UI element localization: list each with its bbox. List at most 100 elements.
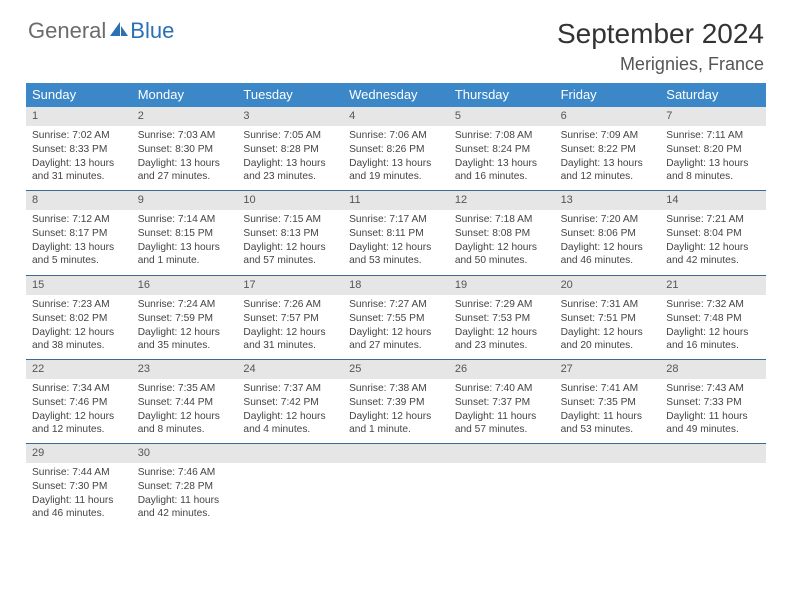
day-details: Sunrise: 7:26 AMSunset: 7:57 PMDaylight:… (237, 298, 343, 352)
daylight-line: Daylight: 12 hours and 31 minutes. (243, 326, 337, 352)
sunrise-line: Sunrise: 7:05 AM (243, 129, 337, 142)
sunrise-line: Sunrise: 7:03 AM (138, 129, 232, 142)
sunrise-line: Sunrise: 7:37 AM (243, 382, 337, 395)
daylight-line: Daylight: 12 hours and 27 minutes. (349, 326, 443, 352)
calendar-day: 11 Sunrise: 7:17 AMSunset: 8:11 PMDayligh… (343, 191, 449, 274)
sunset-line: Sunset: 7:46 PM (32, 396, 126, 409)
day-details: Sunrise: 7:14 AMSunset: 8:15 PMDaylight:… (132, 213, 238, 267)
day-details: Sunrise: 7:31 AMSunset: 7:51 PMDaylight:… (555, 298, 661, 352)
brand-word-1: General (28, 18, 106, 44)
sunset-line: Sunset: 8:04 PM (666, 227, 760, 240)
day-number: 12 (449, 191, 555, 210)
calendar-day: 30 Sunrise: 7:46 AMSunset: 7:28 PMDayligh… (132, 444, 238, 527)
sunset-line: Sunset: 7:42 PM (243, 396, 337, 409)
day-number: 22 (26, 360, 132, 379)
day-details: Sunrise: 7:08 AMSunset: 8:24 PMDaylight:… (449, 129, 555, 183)
sunset-line: Sunset: 7:51 PM (561, 312, 655, 325)
day-number: 15 (26, 276, 132, 295)
sunset-line: Sunset: 8:06 PM (561, 227, 655, 240)
calendar-day: 29Sunrise: 7:44 AMSunset: 7:30 PMDayligh… (26, 444, 132, 527)
day-number: 5 (449, 107, 555, 126)
day-number: 3 (237, 107, 343, 126)
sunrise-line: Sunrise: 7:12 AM (32, 213, 126, 226)
day-number: 25 (343, 360, 449, 379)
day-number (660, 444, 766, 463)
calendar-day: 20Sunrise: 7:31 AMSunset: 7:51 PMDayligh… (555, 276, 661, 359)
calendar-day: 16Sunrise: 7:24 AMSunset: 7:59 PMDayligh… (132, 276, 238, 359)
calendar-day: 12 Sunrise: 7:18 AMSunset: 8:08 PMDayligh… (449, 191, 555, 274)
day-details: Sunrise: 7:17 AMSunset: 8:11 PMDaylight:… (343, 213, 449, 267)
day-number: 24 (237, 360, 343, 379)
calendar-day: 28Sunrise: 7:43 AMSunset: 7:33 PMDayligh… (660, 360, 766, 443)
calendar-day: 18Sunrise: 7:27 AMSunset: 7:55 PMDayligh… (343, 276, 449, 359)
day-number: 30 (132, 444, 238, 463)
day-number: 21 (660, 276, 766, 295)
daylight-line: Daylight: 12 hours and 8 minutes. (138, 410, 232, 436)
sunrise-line: Sunrise: 7:21 AM (666, 213, 760, 226)
day-number: 27 (555, 360, 661, 379)
calendar-day (449, 444, 555, 527)
sunset-line: Sunset: 7:37 PM (455, 396, 549, 409)
sunset-line: Sunset: 8:30 PM (138, 143, 232, 156)
daylight-line: Daylight: 13 hours and 31 minutes. (32, 157, 126, 183)
day-details: Sunrise: 7:44 AMSunset: 7:30 PMDaylight:… (26, 466, 132, 520)
sunrise-line: Sunrise: 7:18 AM (455, 213, 549, 226)
day-details: Sunrise: 7:18 AMSunset: 8:08 PMDaylight:… (449, 213, 555, 267)
weekday-header: Tuesday (237, 83, 343, 107)
day-details: Sunrise: 7:27 AMSunset: 7:55 PMDaylight:… (343, 298, 449, 352)
day-details: Sunrise: 7:21 AMSunset: 8:04 PMDaylight:… (660, 213, 766, 267)
calendar-day: 4 Sunrise: 7:06 AMSunset: 8:26 PMDaylight… (343, 107, 449, 190)
sunrise-line: Sunrise: 7:35 AM (138, 382, 232, 395)
sunrise-line: Sunrise: 7:02 AM (32, 129, 126, 142)
day-number: 9 (132, 191, 238, 210)
sunset-line: Sunset: 7:28 PM (138, 480, 232, 493)
daylight-line: Daylight: 12 hours and 4 minutes. (243, 410, 337, 436)
day-details: Sunrise: 7:06 AMSunset: 8:26 PMDaylight:… (343, 129, 449, 183)
day-number: 11 (343, 191, 449, 210)
daylight-line: Daylight: 11 hours and 49 minutes. (666, 410, 760, 436)
calendar-week: 1Sunrise: 7:02 AMSunset: 8:33 PMDaylight… (26, 107, 766, 191)
calendar-day (237, 444, 343, 527)
day-details: Sunrise: 7:11 AMSunset: 8:20 PMDaylight:… (660, 129, 766, 183)
day-details: Sunrise: 7:41 AMSunset: 7:35 PMDaylight:… (555, 382, 661, 436)
sunrise-line: Sunrise: 7:34 AM (32, 382, 126, 395)
sunset-line: Sunset: 7:44 PM (138, 396, 232, 409)
weekday-header: Thursday (449, 83, 555, 107)
day-details: Sunrise: 7:46 AMSunset: 7:28 PMDaylight:… (132, 466, 238, 520)
sunset-line: Sunset: 8:02 PM (32, 312, 126, 325)
calendar-day (343, 444, 449, 527)
day-details: Sunrise: 7:15 AMSunset: 8:13 PMDaylight:… (237, 213, 343, 267)
daylight-line: Daylight: 12 hours and 23 minutes. (455, 326, 549, 352)
sail-icon (108, 18, 130, 44)
sunrise-line: Sunrise: 7:20 AM (561, 213, 655, 226)
month-title: September 2024 (557, 18, 764, 50)
sunrise-line: Sunrise: 7:17 AM (349, 213, 443, 226)
day-number: 28 (660, 360, 766, 379)
sunset-line: Sunset: 8:17 PM (32, 227, 126, 240)
day-details: Sunrise: 7:37 AMSunset: 7:42 PMDaylight:… (237, 382, 343, 436)
sunrise-line: Sunrise: 7:46 AM (138, 466, 232, 479)
day-details: Sunrise: 7:32 AMSunset: 7:48 PMDaylight:… (660, 298, 766, 352)
sunset-line: Sunset: 8:33 PM (32, 143, 126, 156)
daylight-line: Daylight: 13 hours and 23 minutes. (243, 157, 337, 183)
sunset-line: Sunset: 7:30 PM (32, 480, 126, 493)
day-number: 26 (449, 360, 555, 379)
calendar-day: 6Sunrise: 7:09 AMSunset: 8:22 PMDaylight… (555, 107, 661, 190)
weekday-header: Friday (555, 83, 661, 107)
calendar-day: 15Sunrise: 7:23 AMSunset: 8:02 PMDayligh… (26, 276, 132, 359)
sunset-line: Sunset: 8:24 PM (455, 143, 549, 156)
brand-word-2: Blue (130, 18, 174, 44)
daylight-line: Daylight: 13 hours and 5 minutes. (32, 241, 126, 267)
sunrise-line: Sunrise: 7:31 AM (561, 298, 655, 311)
day-number: 2 (132, 107, 238, 126)
sunset-line: Sunset: 7:53 PM (455, 312, 549, 325)
sunrise-line: Sunrise: 7:23 AM (32, 298, 126, 311)
day-number (555, 444, 661, 463)
day-number: 13 (555, 191, 661, 210)
calendar-day: 24 Sunrise: 7:37 AMSunset: 7:42 PMDayligh… (237, 360, 343, 443)
daylight-line: Daylight: 12 hours and 50 minutes. (455, 241, 549, 267)
day-number: 4 (343, 107, 449, 126)
day-number (449, 444, 555, 463)
day-number: 6 (555, 107, 661, 126)
daylight-line: Daylight: 11 hours and 53 minutes. (561, 410, 655, 436)
